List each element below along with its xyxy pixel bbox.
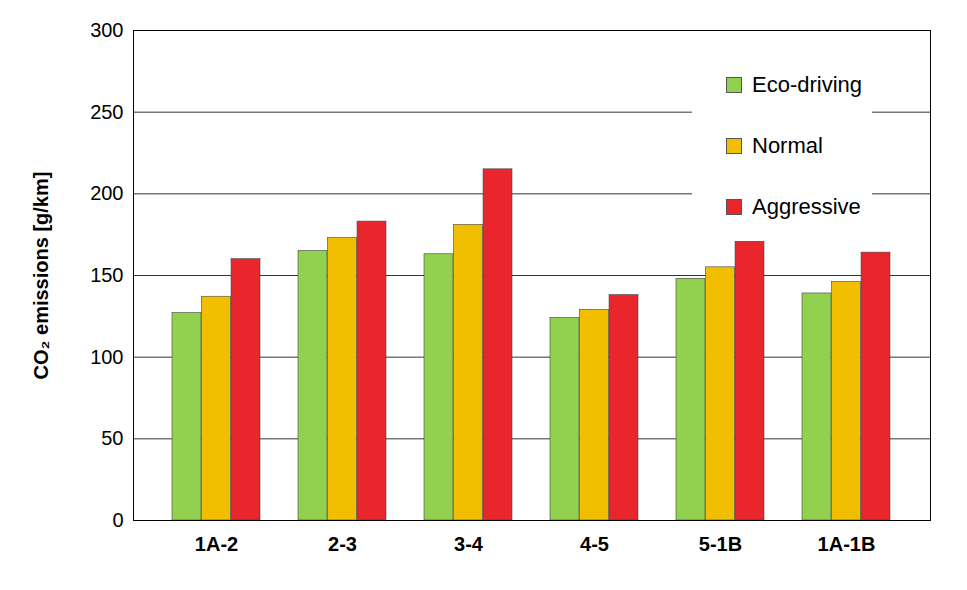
svg-text:2-3: 2-3 [328,533,357,555]
svg-text:1A-2: 1A-2 [195,533,238,555]
svg-text:300: 300 [90,19,123,41]
html-text:Eco-driving: Eco-driving [752,71,862,97]
svg-text:5-1B: 5-1B [699,533,742,555]
html-text:Normal: Normal [752,132,823,158]
svg-text:3-4: 3-4 [454,533,484,555]
svg-text:250: 250 [90,101,123,123]
html-text:Aggressive: Aggressive [752,193,861,219]
svg-text:200: 200 [90,182,123,204]
svg-text:150: 150 [90,264,123,286]
svg-text:CO₂ emissions [g/km]: CO₂ emissions [g/km] [30,172,52,380]
svg-text:0: 0 [112,509,123,531]
svg-text:4-5: 4-5 [580,533,609,555]
svg-text:1A-1B: 1A-1B [818,533,876,555]
svg-text:100: 100 [90,346,123,368]
svg-text:50: 50 [101,427,123,449]
